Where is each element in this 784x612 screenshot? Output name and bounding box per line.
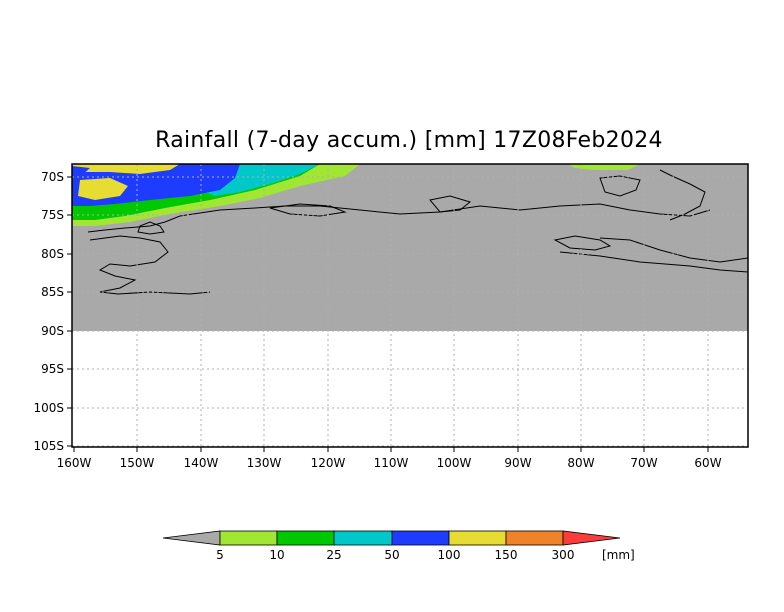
colorbar-label-5: 5 (216, 548, 224, 562)
coastline-ronne (599, 237, 749, 263)
colorbar-unit: [mm] (602, 548, 635, 562)
lon-label-110w: 110W (374, 456, 409, 470)
lon-label-60w: 60W (694, 456, 721, 470)
gridlines (72, 164, 748, 447)
rainfall-shading (72, 164, 640, 226)
lon-label-80w: 80W (567, 456, 594, 470)
colorbar-label-25: 25 (326, 548, 341, 562)
lon-label-150w: 150W (120, 456, 155, 470)
island-outline-3 (599, 175, 641, 197)
map-frame (71, 163, 749, 448)
lon-label-140w: 140W (184, 456, 219, 470)
lat-label-100s: 100S (33, 401, 64, 415)
island-outline-1 (137, 221, 165, 235)
lon-label-130w: 130W (247, 456, 282, 470)
island-outline-4 (269, 203, 347, 217)
lat-axis: 70S 75S 80S 85S 90S 95S 100S 105S (33, 170, 72, 453)
colorbar-swatch-150-300 (505, 530, 564, 546)
lon-label-120w: 120W (311, 456, 346, 470)
lat-label-85s: 85S (41, 285, 64, 299)
lat-label-80s: 80S (41, 247, 64, 261)
coastlines (87, 169, 749, 295)
island-outline-2 (553, 235, 612, 251)
rain-50-100-area-edge (72, 166, 90, 175)
lat-label-95s: 95S (41, 362, 64, 376)
lon-label-160w: 160W (57, 456, 92, 470)
colorbar-label-150: 150 (495, 548, 518, 562)
lat-label-70s: 70S (41, 170, 64, 184)
colorbar-swatch-50-100 (391, 530, 450, 546)
coastline-filchner (559, 251, 749, 273)
colorbar-above-arrow (562, 530, 621, 546)
coastline-shelf (87, 203, 711, 233)
colorbar-swatch-10-25 (276, 530, 335, 546)
colorbar-swatch-25-50 (333, 530, 393, 546)
island-outline-5 (429, 195, 472, 213)
colorbar-swatch-100-150 (448, 530, 507, 546)
colorbar-label-50: 50 (384, 548, 399, 562)
lon-label-100w: 100W (437, 456, 472, 470)
map-title: Rainfall (7-day accum.) [mm] 17Z08Feb202… (155, 128, 663, 153)
rain-5-10-area-east (568, 164, 640, 170)
colorbar-swatch-5-10 (219, 530, 278, 546)
coastline-peninsula (659, 169, 706, 221)
colorbar-label-300: 300 (552, 548, 575, 562)
lat-label-90s: 90S (41, 324, 64, 338)
colorbar-label-10: 10 (269, 548, 284, 562)
rain-100-150-area-north (72, 164, 180, 174)
lon-label-90w: 90W (504, 456, 531, 470)
lat-label-105s: 105S (33, 439, 64, 453)
colorbar-below-arrow (162, 530, 221, 546)
lat-label-75s: 75S (41, 208, 64, 222)
rain-100-150-area (78, 178, 128, 200)
lon-label-70w: 70W (630, 456, 657, 470)
lon-axis: 160W 150W 140W 130W 120W 110W 100W 90W 8… (57, 447, 722, 470)
colorbar-label-100: 100 (438, 548, 461, 562)
coastline-ross-ice (89, 235, 211, 295)
colorbar: 5 10 25 50 100 150 300 [mm] (162, 530, 635, 562)
